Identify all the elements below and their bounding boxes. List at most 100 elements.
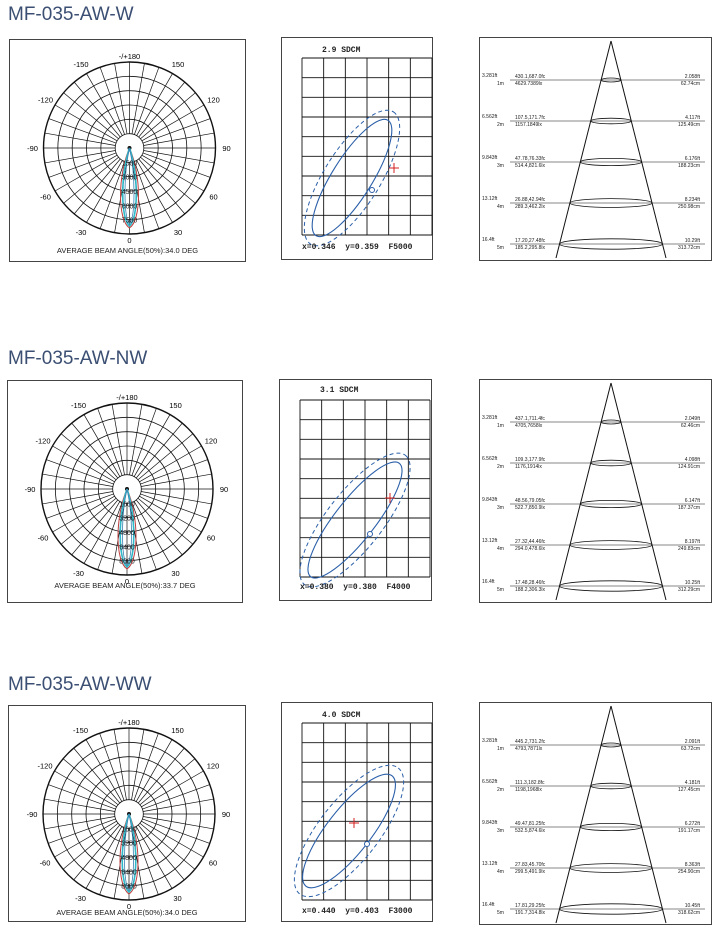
polar-angle-label: 120 xyxy=(207,96,220,105)
ansi-ellipse xyxy=(303,109,401,247)
polar-spoke xyxy=(113,729,127,800)
cone-illuminance-lx: 299.5,491.9lx xyxy=(515,869,546,875)
polar-spoke xyxy=(137,824,185,881)
cie-coordinates: x=0.346 y=0.359 F5000 xyxy=(302,243,412,252)
cone-illuminance-fc: 17.20,27.48fc xyxy=(515,238,546,244)
polar-spoke xyxy=(63,156,119,204)
polar-angle-label: -60 xyxy=(40,193,51,202)
polar-spoke xyxy=(142,784,210,810)
cone-diameter-ft: 8.234ft xyxy=(685,197,701,203)
polar-ring-label: 8000 xyxy=(119,559,135,566)
cone-spot-ellipse xyxy=(600,742,622,748)
cone-spot-ellipse xyxy=(590,782,632,790)
cone-distance-ft: 3.281ft xyxy=(482,415,498,421)
polar-spoke xyxy=(137,433,194,481)
cone-illuminance-lx: 289.3,462.2lx xyxy=(515,204,546,210)
cone-panel: 3.281ft 1m 437.1,711.4fc 4705,7658lx 2.049ft… xyxy=(479,379,712,603)
cone-diameter-ft: 4.117ft xyxy=(685,115,701,121)
polar-spoke xyxy=(83,501,121,564)
cone-diameter-cm: 188.23cm xyxy=(678,163,700,169)
intensity-curve xyxy=(124,813,134,891)
sdcm-label: 3.1 SDCM xyxy=(320,386,359,395)
polar-spoke xyxy=(137,497,194,545)
cone-distance-m: 1m xyxy=(497,81,504,87)
polar-spoke xyxy=(138,158,186,215)
polar-ring-label: 6000 xyxy=(122,203,138,210)
cone-illuminance-fc: 47.78,76.33fc xyxy=(515,156,546,162)
polar-spoke xyxy=(73,747,121,804)
target-point xyxy=(369,187,375,193)
cie-y: y=0.403 xyxy=(345,907,379,916)
polar-angle-label: 150 xyxy=(169,401,182,410)
polar-spoke xyxy=(54,770,117,808)
ansi-ellipse xyxy=(299,452,411,588)
polar-spoke xyxy=(62,822,119,870)
polar-spoke xyxy=(86,160,123,223)
polar-angle-label: 60 xyxy=(207,534,215,543)
polar-angle-label: -/+180 xyxy=(119,52,140,61)
polar-spoke xyxy=(134,161,160,229)
polar-spoke xyxy=(129,404,143,475)
polar-angle-label: -120 xyxy=(37,762,52,771)
polar-panel: -150 150 -120 120 -90 90 -60 60 -30 30 -/+180 0 1600… xyxy=(7,380,243,603)
intensity-curve xyxy=(121,813,137,894)
cone-distance-ft: 16.4ft xyxy=(482,902,495,908)
polar-angle-label: 60 xyxy=(209,193,217,202)
polar-panel: -150 150 -120 120 -90 90 -60 60 -30 30 -/+180 0 1500… xyxy=(9,39,246,262)
cone-illuminance-lx: 185.2,295.8lx xyxy=(515,245,546,251)
polar-angle-label: -120 xyxy=(35,437,50,446)
cone-distance-m: 3m xyxy=(497,163,504,169)
ansi-ellipse xyxy=(293,764,405,898)
cone-illuminance-fc: 26.88,42.94fc xyxy=(515,197,546,203)
polar-spoke xyxy=(86,73,123,136)
polar-spoke xyxy=(73,81,121,138)
cone-edge xyxy=(610,705,667,924)
polar-spoke xyxy=(142,152,211,178)
polar-angle-label: 150 xyxy=(171,726,184,735)
polar-spoke xyxy=(60,433,117,481)
polar-spoke xyxy=(73,158,121,215)
cone-illuminance-lx: 1176,1914lx xyxy=(515,464,542,470)
cone-distance-ft: 13.12ft xyxy=(482,196,498,202)
polar-spoke xyxy=(140,459,208,485)
polar-spoke xyxy=(137,747,185,804)
polar-spoke xyxy=(133,733,159,801)
cone-diameter-ft: 2.049ft xyxy=(685,416,701,422)
polar-spoke xyxy=(131,729,145,800)
polar-spoke xyxy=(135,422,183,479)
cone-illuminance-lx: 4629.7389lx xyxy=(515,81,543,87)
polar-spoke xyxy=(62,758,119,806)
polar-angle-label: -30 xyxy=(76,228,87,237)
polar-angle-label: 60 xyxy=(209,859,217,868)
polar-spoke xyxy=(141,473,212,487)
polar-spoke xyxy=(44,150,116,164)
target-point xyxy=(364,841,370,847)
cie-ref: F3000 xyxy=(388,907,413,916)
cone-illuminance-fc: 430.1,687.0fc xyxy=(515,74,546,80)
polar-spoke xyxy=(73,824,121,881)
polar-spoke xyxy=(143,816,214,830)
cone-diameter-ft: 2.091ft xyxy=(685,739,701,745)
polar-spoke xyxy=(97,408,123,476)
cone-spot-ellipse xyxy=(600,77,622,83)
cie-coordinates: x=0.380 y=0.380 F4000 xyxy=(300,583,410,592)
intensity-curve xyxy=(121,147,138,228)
polar-spoke xyxy=(111,404,125,475)
polar-spoke xyxy=(140,156,196,204)
polar-spoke xyxy=(131,63,145,134)
cone-spot-ellipse xyxy=(569,863,653,873)
polar-spoke xyxy=(99,161,125,229)
cone-distance-m: 1m xyxy=(497,423,504,429)
cone-diameter-cm: 125.49cm xyxy=(678,122,700,128)
polar-angle-label: 120 xyxy=(205,437,218,446)
cone-spot-ellipse xyxy=(590,459,632,467)
cone-illuminance-lx: 191.7,314.8lx xyxy=(515,910,546,916)
polar-angle-label: -90 xyxy=(27,144,38,153)
cone-illuminance-lx: 1157.1849lx xyxy=(515,122,542,128)
polar-spoke xyxy=(131,408,157,476)
cie-ref: F4000 xyxy=(386,583,411,592)
polar-spoke xyxy=(135,739,173,802)
polar-ring-label: 4800 xyxy=(121,855,137,862)
polar-spoke xyxy=(139,822,196,870)
polar-spoke xyxy=(133,501,171,564)
